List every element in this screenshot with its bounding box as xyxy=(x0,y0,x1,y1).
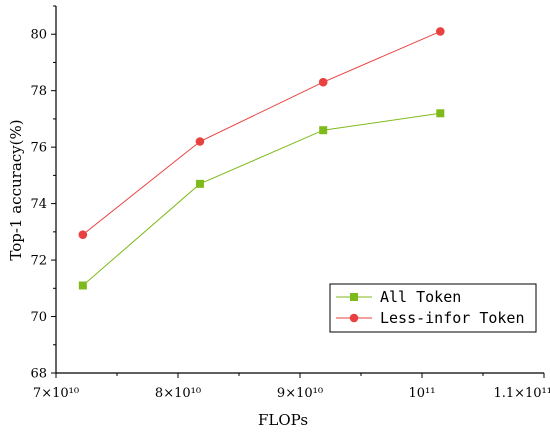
series-line-2 xyxy=(82,30,441,236)
legend-label: All Token xyxy=(380,288,461,306)
y-tick-label: 80 xyxy=(30,28,47,43)
legend-marker-square xyxy=(350,293,358,301)
y-tick-label: 70 xyxy=(30,310,47,325)
data-point-square xyxy=(195,179,204,188)
data-point-square xyxy=(319,126,328,135)
x-tick-label: 8×10¹⁰ xyxy=(155,386,201,401)
y-axis-title: Top-1 accuracy(%) xyxy=(7,119,25,260)
x-tick-label: 7×10¹⁰ xyxy=(33,386,79,401)
series-line-1 xyxy=(82,112,441,286)
data-point-circle xyxy=(436,27,445,36)
y-tick-label: 72 xyxy=(30,254,47,269)
data-point-circle xyxy=(195,137,205,146)
data-point-square xyxy=(436,109,445,118)
data-point-circle xyxy=(318,77,328,87)
y-tick-label: 78 xyxy=(30,84,47,99)
y-tick-label: 74 xyxy=(30,197,47,212)
legend-marker-circle xyxy=(349,313,359,323)
legend-box xyxy=(329,283,537,333)
x-axis-title: FLOPs xyxy=(258,411,308,429)
x-tick-label: 1.1×10¹¹ xyxy=(493,386,550,401)
series-layer xyxy=(78,27,445,290)
data-point-circle xyxy=(78,230,88,239)
x-tick-label: 10¹¹ xyxy=(409,386,436,401)
data-point-square xyxy=(78,281,87,290)
legend: All Token Less-infor Token xyxy=(329,283,537,333)
axes xyxy=(51,5,545,378)
x-tick-label: 9×10¹⁰ xyxy=(277,386,323,401)
y-tick-label: 76 xyxy=(30,141,47,156)
tick-labels: 68 70 72 74 76 78 80 7×10¹⁰ 8×10¹⁰ 9×10¹⁰ 10¹¹ 1.1×… xyxy=(30,28,550,401)
legend-label: Less-infor Token xyxy=(380,309,525,327)
y-tick-label: 68 xyxy=(30,367,47,382)
